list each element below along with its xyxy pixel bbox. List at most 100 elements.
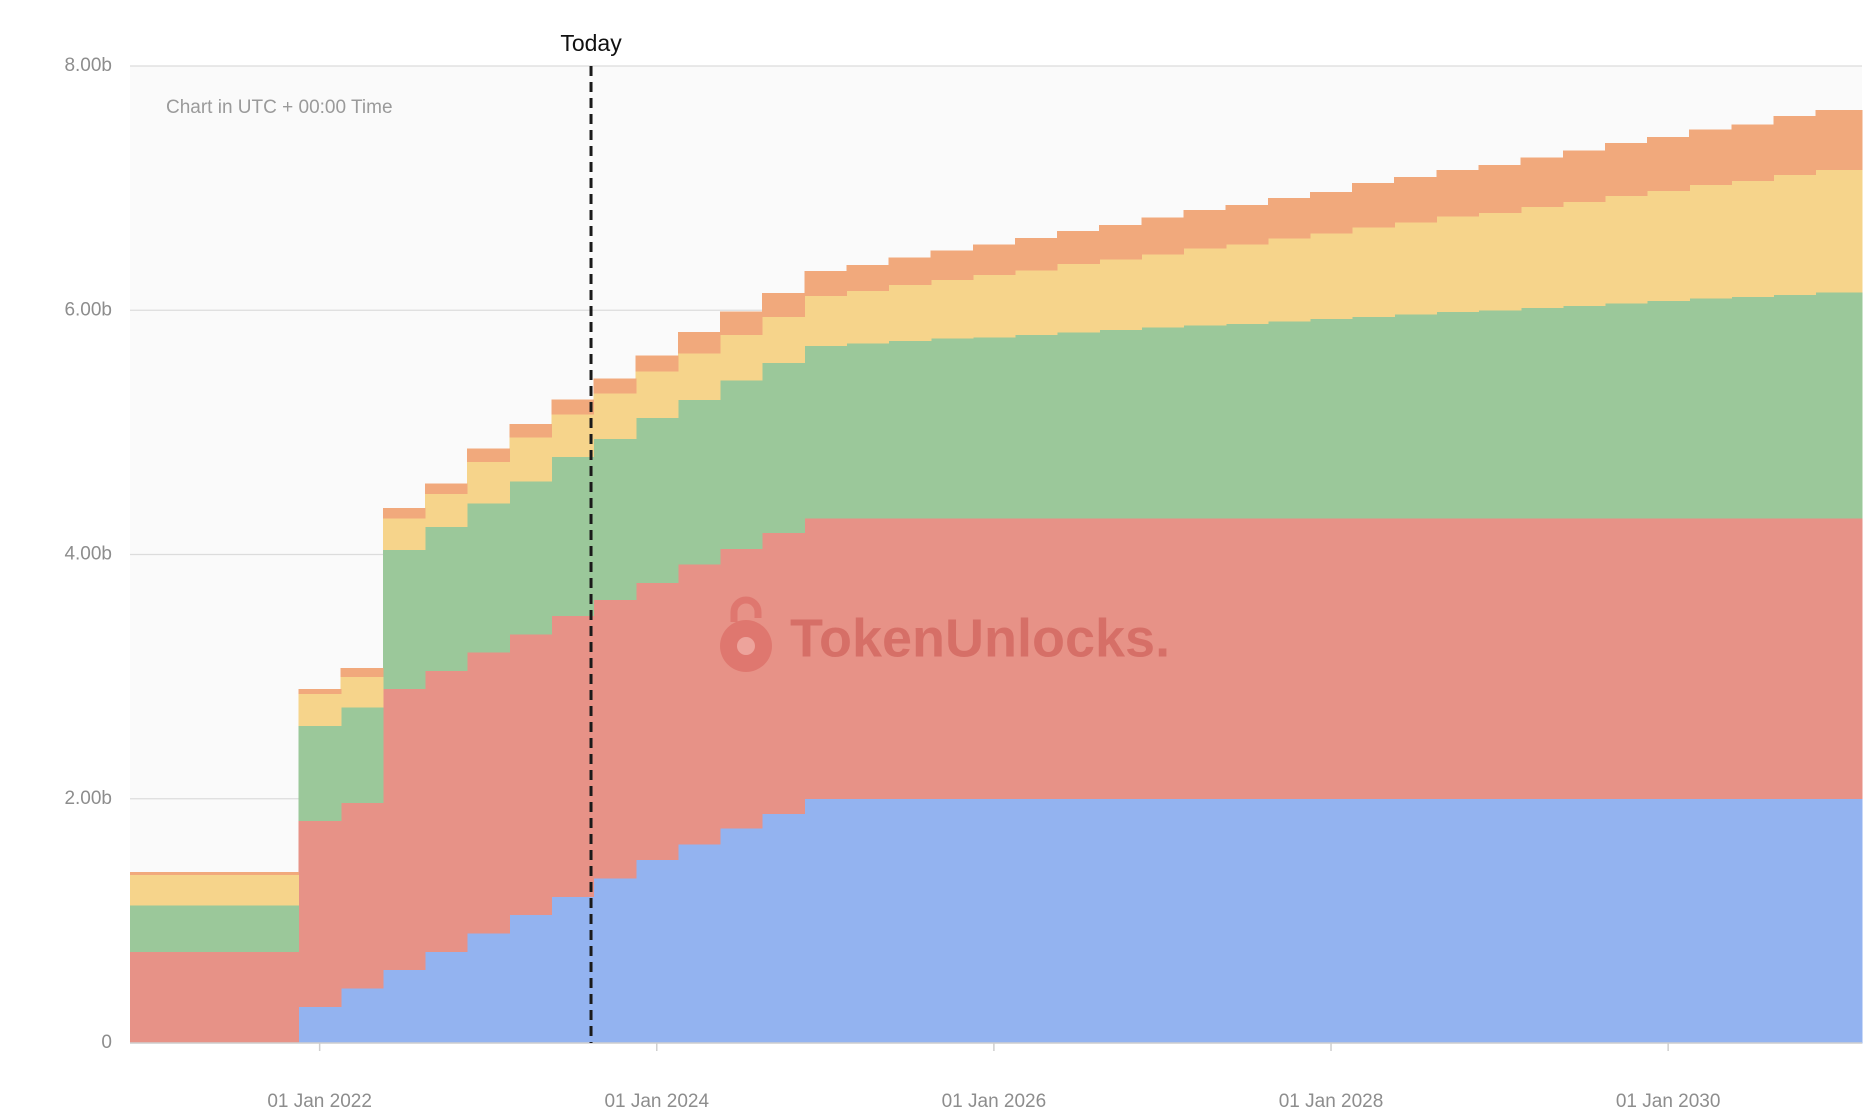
area-step [593,438,637,601]
area-step [1183,324,1227,519]
area-step [677,843,721,1044]
area-step [1394,222,1437,315]
area-step [340,668,384,678]
area-step [1225,205,1269,245]
area-step [1394,798,1437,1044]
area-step [930,250,974,281]
area-step [1225,517,1269,800]
area-step [467,933,510,1044]
area-step [804,517,847,800]
area-step [762,362,805,533]
area-step [1562,150,1606,202]
area-step [1689,298,1732,519]
area-step [298,1006,342,1044]
area-step [130,874,300,906]
area-step [1225,798,1269,1044]
area-step [467,503,510,653]
area-step [888,257,932,286]
area-step [1731,180,1775,298]
area-step [1352,316,1395,519]
area-step [509,423,553,438]
area-step [1604,142,1648,196]
area-step [130,951,300,1044]
area-step [1057,798,1100,1044]
area-step [1731,124,1775,182]
area-step [593,599,637,879]
area-step [1057,263,1100,333]
area-step [1731,517,1775,800]
area-step [1309,798,1353,1044]
area-step [1773,174,1817,295]
area-step [1267,321,1311,519]
area-step [467,461,510,504]
watermark: TokenUnlocks. [720,596,1170,672]
area-step [719,548,763,829]
area-step [1815,109,1863,171]
area-step [130,872,300,875]
area-step [1183,247,1227,326]
area-step [1647,136,1690,191]
area-step [1014,334,1058,519]
area-step [509,437,553,482]
area-step [635,417,679,583]
area-step [635,582,679,861]
area-step [635,859,679,1044]
area-step [1309,233,1353,320]
area-step [1057,230,1100,265]
area-step [1352,517,1395,800]
watermark-keyhole [737,637,755,655]
area-step [340,707,384,803]
area-step [1562,517,1606,800]
area-step [298,725,342,822]
area-step [719,379,763,549]
area-step [1267,798,1311,1044]
area-step [551,615,595,897]
area-step [1352,227,1395,317]
area-step [1436,169,1480,217]
area-step [1309,191,1353,234]
area-step [1436,216,1480,312]
area-step [382,549,426,690]
area-step [677,352,721,400]
area-step [762,293,805,317]
area-step [1099,224,1142,260]
area-step [930,517,974,800]
area-step [846,343,890,519]
area-step [1773,116,1817,176]
y-tick-label: 0 [101,1032,112,1053]
area-step [762,813,805,1044]
area-step [298,688,342,695]
area-step [1604,195,1648,304]
area-step [1689,517,1732,800]
area-step [551,414,595,458]
area-step [1815,517,1863,800]
area-step [677,399,721,565]
y-tick-label: 4.00b [64,544,112,565]
area-step [677,564,721,845]
area-step [762,532,805,814]
area-step [340,988,384,1044]
x-tick-label: 01 Jan 2022 [267,1091,372,1112]
area-step [1014,269,1058,336]
area-step [1183,517,1227,800]
area-step [551,456,595,616]
area-step [930,279,974,339]
area-step [1394,177,1437,223]
area-step [1773,798,1817,1044]
area-step [762,316,805,364]
area-step [888,798,932,1044]
area-step [1267,517,1311,800]
area-step [1731,798,1775,1044]
area-step [1057,517,1100,800]
area-step [804,271,847,296]
area-step [1773,294,1817,519]
area-step [846,517,890,800]
area-step [509,914,553,1044]
area-step [1183,210,1227,249]
area-step [1099,798,1142,1044]
area-step [888,284,932,342]
area-step [719,828,763,1044]
area-step [804,345,847,519]
area-step [382,969,426,1044]
area-step [1014,517,1058,800]
